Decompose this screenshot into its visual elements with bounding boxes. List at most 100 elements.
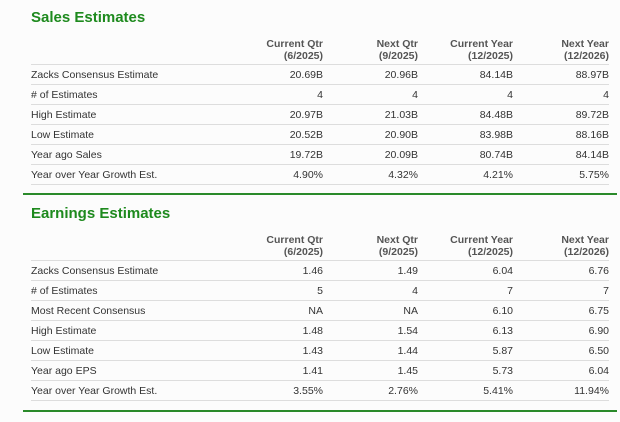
column-period: Current Qtr: [266, 234, 323, 246]
earnings-estimates-table: Current Qtr (6/2025) Next Qtr (9/2025) Curre…: [31, 232, 609, 401]
cell-value: NA: [323, 300, 418, 321]
cell-value: 20.97B: [228, 104, 323, 125]
cell-value: 84.14B: [513, 144, 609, 165]
cell-value: 20.69B: [228, 64, 323, 85]
cell-value: 20.96B: [323, 64, 418, 85]
section-divider: [23, 193, 617, 195]
row-label: # of Estimates: [31, 280, 228, 301]
cell-value: 83.98B: [418, 124, 513, 145]
column-date: (9/2025): [378, 246, 418, 258]
table-row: Most Recent Consensus NA NA 6.10 6.75: [31, 300, 609, 321]
cell-value: 7: [513, 280, 609, 301]
cell-value: 20.90B: [323, 124, 418, 145]
column-header: Current Qtr (6/2025): [228, 36, 323, 65]
row-label: High Estimate: [31, 320, 228, 341]
table-row: Zacks Consensus Estimate 1.46 1.49 6.04 6.76: [31, 260, 609, 281]
table-row: Year ago EPS 1.41 1.45 5.73 6.04: [31, 360, 609, 381]
column-period: Next Year: [561, 234, 609, 246]
row-label: Year over Year Growth Est.: [31, 380, 228, 401]
cell-value: 6.04: [513, 360, 609, 381]
cell-value: 2.76%: [323, 380, 418, 401]
cell-value: 84.48B: [418, 104, 513, 125]
cell-value: 88.97B: [513, 64, 609, 85]
cell-value: 4.32%: [323, 164, 418, 185]
row-label: Low Estimate: [31, 340, 228, 361]
cell-value: 1.46: [228, 260, 323, 281]
column-header: Current Year (12/2025): [418, 232, 513, 261]
sales-estimates-title: Sales Estimates: [31, 9, 146, 26]
column-period: Current Year: [450, 38, 513, 50]
section-divider: [23, 410, 617, 412]
column-period: Current Qtr: [266, 38, 323, 50]
column-date: (6/2025): [283, 246, 323, 258]
column-period: Next Qtr: [376, 234, 418, 246]
table-row: Low Estimate 20.52B 20.90B 83.98B 88.16B: [31, 124, 609, 145]
cell-value: 3.55%: [228, 380, 323, 401]
row-label: Year ago Sales: [31, 144, 228, 165]
cell-value: 88.16B: [513, 124, 609, 145]
row-label: Zacks Consensus Estimate: [31, 64, 228, 85]
cell-value: 5: [228, 280, 323, 301]
cell-value: 20.09B: [323, 144, 418, 165]
header-blank: [31, 232, 228, 261]
table-row: # of Estimates 5 4 7 7: [31, 280, 609, 301]
cell-value: 6.10: [418, 300, 513, 321]
cell-value: 89.72B: [513, 104, 609, 125]
cell-value: 7: [418, 280, 513, 301]
row-label: High Estimate: [31, 104, 228, 125]
cell-value: 4: [418, 84, 513, 105]
cell-value: 5.73: [418, 360, 513, 381]
cell-value: 84.14B: [418, 64, 513, 85]
column-date: (12/2026): [564, 50, 609, 62]
row-label: # of Estimates: [31, 84, 228, 105]
cell-value: 1.48: [228, 320, 323, 341]
column-period: Next Year: [561, 38, 609, 50]
column-date: (6/2025): [283, 50, 323, 62]
table-row: Year over Year Growth Est. 3.55% 2.76% 5.41…: [31, 380, 609, 401]
table-row: Year ago Sales 19.72B 20.09B 80.74B 84.14B: [31, 144, 609, 165]
column-header: Next Year (12/2026): [513, 232, 609, 261]
column-header: Current Year (12/2025): [418, 36, 513, 65]
cell-value: 1.41: [228, 360, 323, 381]
cell-value: 1.54: [323, 320, 418, 341]
cell-value: 4: [323, 280, 418, 301]
cell-value: 5.87: [418, 340, 513, 361]
cell-value: 1.45: [323, 360, 418, 381]
header-row: Current Qtr (6/2025) Next Qtr (9/2025) Curre…: [31, 36, 609, 65]
table-row: Low Estimate 1.43 1.44 5.87 6.50: [31, 340, 609, 361]
column-date: (12/2026): [564, 246, 609, 258]
cell-value: 6.90: [513, 320, 609, 341]
row-label: Year over Year Growth Est.: [31, 164, 228, 185]
cell-value: 1.49: [323, 260, 418, 281]
column-date: (12/2025): [468, 50, 513, 62]
header-row: Current Qtr (6/2025) Next Qtr (9/2025) Curre…: [31, 232, 609, 261]
cell-value: 80.74B: [418, 144, 513, 165]
column-period: Current Year: [450, 234, 513, 246]
cell-value: 6.04: [418, 260, 513, 281]
cell-value: 6.76: [513, 260, 609, 281]
cell-value: 4: [323, 84, 418, 105]
cell-value: 19.72B: [228, 144, 323, 165]
header-blank: [31, 36, 228, 65]
cell-value: 4: [228, 84, 323, 105]
cell-value: 5.75%: [513, 164, 609, 185]
cell-value: 21.03B: [323, 104, 418, 125]
column-header: Current Qtr (6/2025): [228, 232, 323, 261]
column-header: Next Qtr (9/2025): [323, 232, 418, 261]
cell-value: 5.41%: [418, 380, 513, 401]
cell-value: 1.44: [323, 340, 418, 361]
table-row: High Estimate 1.48 1.54 6.13 6.90: [31, 320, 609, 341]
table-row: Zacks Consensus Estimate 20.69B 20.96B 84.1…: [31, 64, 609, 85]
column-header: Next Year (12/2026): [513, 36, 609, 65]
cell-value: 4.90%: [228, 164, 323, 185]
cell-value: NA: [228, 300, 323, 321]
cell-value: 1.43: [228, 340, 323, 361]
cell-value: 6.13: [418, 320, 513, 341]
row-label: Year ago EPS: [31, 360, 228, 381]
sales-estimates-table: Current Qtr (6/2025) Next Qtr (9/2025) Curre…: [31, 36, 609, 185]
table-row: Year over Year Growth Est. 4.90% 4.32% 4.21…: [31, 164, 609, 185]
cell-value: 11.94%: [513, 380, 609, 401]
row-label: Most Recent Consensus: [31, 300, 228, 321]
column-date: (12/2025): [468, 246, 513, 258]
cell-value: 6.75: [513, 300, 609, 321]
